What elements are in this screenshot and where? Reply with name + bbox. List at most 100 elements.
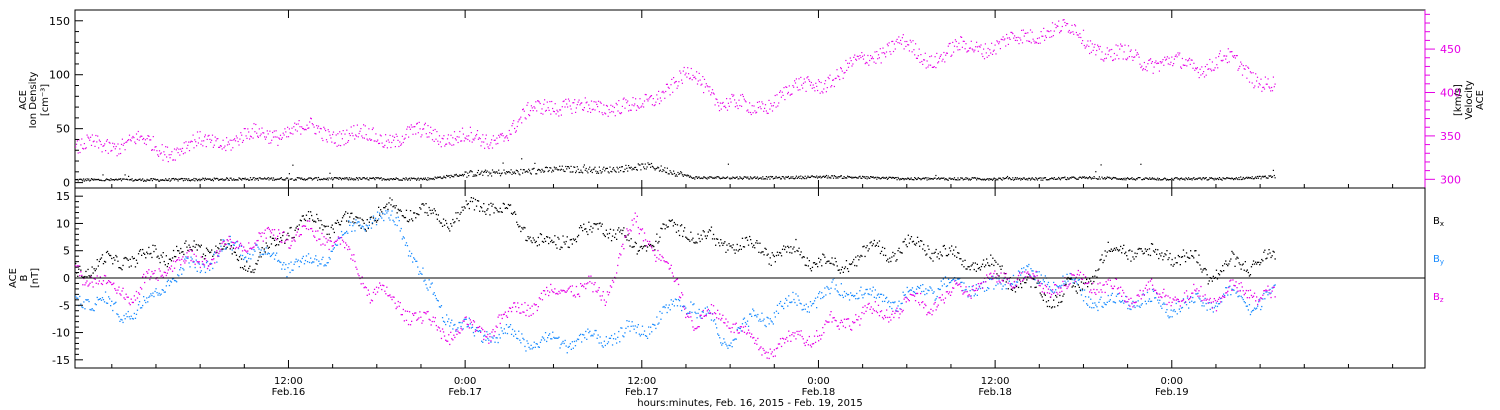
data-point [101,297,104,299]
data-point [393,136,396,138]
data-point [121,269,123,271]
data-point [139,307,142,309]
data-point [573,239,576,241]
data-point [529,348,531,350]
data-point [456,175,458,177]
data-point [1270,256,1272,259]
data-point [1210,70,1213,72]
data-point [414,258,416,260]
data-point [480,145,482,147]
data-point [389,197,391,199]
data-point [618,227,620,229]
data-point [257,259,259,262]
data-point [1067,31,1069,33]
data-point [370,227,373,229]
data-point [765,110,767,112]
data-point [762,251,764,253]
data-point [1025,269,1027,271]
data-point [846,294,849,296]
data-point [496,137,498,139]
data-point [825,262,827,264]
data-point [284,128,286,130]
data-point [521,227,523,229]
data-point [820,81,822,84]
data-point [226,177,229,179]
data-point [845,260,848,262]
data-point [138,139,140,141]
data-point [564,106,566,108]
data-point [871,56,873,58]
data-point [627,100,629,102]
data-point [96,179,98,181]
data-point [704,177,706,179]
data-point [104,180,106,182]
data-point [986,56,988,58]
data-point [420,272,422,275]
data-point [652,323,654,325]
data-point [811,303,814,305]
data-point [924,293,926,296]
data-point [885,177,887,179]
data-point [860,254,862,257]
data-point [1247,66,1249,68]
data-point [267,252,269,254]
data-point [291,178,293,180]
data-point [1080,36,1082,39]
data-point [101,180,103,182]
data-point [84,148,86,150]
data-point [505,173,507,175]
data-point [525,350,527,352]
data-point [685,236,687,238]
data-point [175,178,177,180]
data-point [405,134,407,136]
data-point [1202,73,1204,75]
data-point [192,245,194,248]
data-point [199,246,201,248]
data-point [539,169,541,172]
data-point [1191,179,1193,181]
data-point [119,320,121,322]
data-point [598,166,600,168]
data-point [344,213,346,215]
data-point [340,179,343,181]
data-point [764,107,766,109]
data-point [796,177,798,179]
data-point [649,163,651,165]
data-point [1099,45,1101,48]
data-point [928,248,930,250]
data-point [1201,179,1203,181]
data-point [1012,177,1014,179]
data-point [1001,265,1003,267]
data-point [461,206,463,208]
data-point [832,175,834,177]
data-point [1017,36,1019,38]
data-point [195,259,197,261]
data-point [1141,303,1143,305]
data-point [194,180,196,182]
data-point [242,178,244,180]
velocity-tick-label: 300 [1440,173,1461,186]
data-point [567,166,569,168]
data-point [362,137,364,139]
data-point [771,321,773,323]
data-point [142,304,144,307]
data-point [582,230,584,232]
data-point [1128,178,1130,180]
data-point [762,103,764,105]
data-point [393,178,395,180]
data-point [675,299,678,301]
data-point [857,55,859,58]
data-point [590,169,593,171]
data-point [166,156,168,158]
data-point [737,250,739,252]
data-point [974,293,976,295]
data-point [611,110,613,113]
data-point [575,111,577,113]
data-point [250,136,252,138]
data-point [463,206,465,208]
data-point [276,244,278,246]
data-point [198,137,200,139]
data-point [161,144,163,146]
data-point [741,177,743,179]
